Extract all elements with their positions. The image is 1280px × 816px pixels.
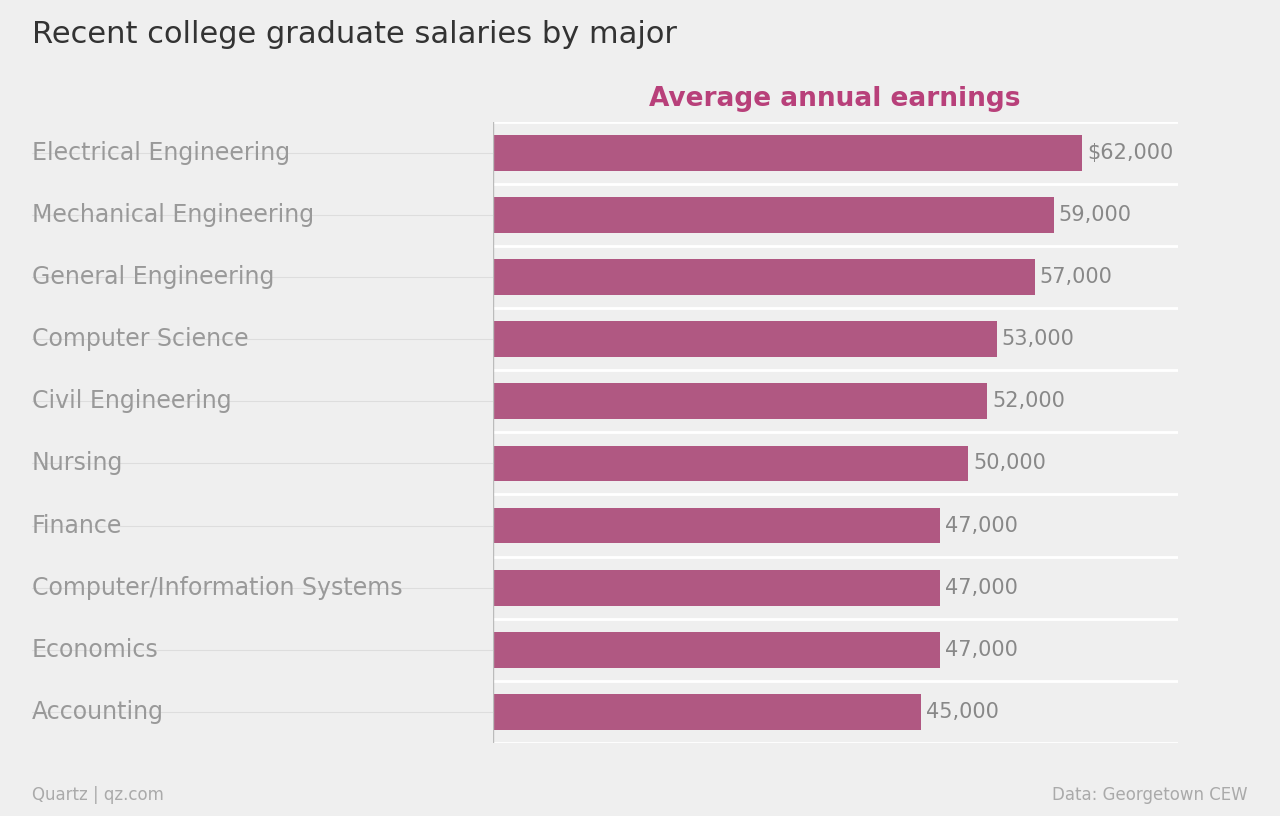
Bar (493, 259, 1036, 295)
Text: 45,000: 45,000 (925, 702, 998, 721)
Text: Computer Science: Computer Science (32, 327, 248, 352)
Text: Mechanical Engineering: Mechanical Engineering (32, 203, 314, 228)
Text: 59,000: 59,000 (1059, 206, 1132, 225)
Text: Electrical Engineering: Electrical Engineering (32, 141, 291, 166)
Text: Accounting: Accounting (32, 699, 164, 724)
Bar (493, 508, 940, 543)
Text: 47,000: 47,000 (945, 516, 1018, 535)
Bar (493, 135, 1083, 171)
Text: Data: Georgetown CEW: Data: Georgetown CEW (1052, 786, 1248, 804)
Bar (493, 322, 997, 357)
Text: 57,000: 57,000 (1039, 268, 1112, 287)
Text: Quartz | qz.com: Quartz | qz.com (32, 786, 164, 804)
Bar (493, 197, 1053, 233)
Text: Recent college graduate salaries by major: Recent college graduate salaries by majo… (32, 20, 677, 50)
Bar (493, 694, 920, 730)
Text: Average annual earnings: Average annual earnings (649, 86, 1021, 112)
Text: General Engineering: General Engineering (32, 265, 274, 290)
Text: 47,000: 47,000 (945, 578, 1018, 597)
Text: $62,000: $62,000 (1087, 144, 1174, 163)
Text: 50,000: 50,000 (973, 454, 1046, 473)
Bar (493, 446, 969, 481)
Text: 52,000: 52,000 (992, 392, 1065, 411)
Bar (493, 384, 987, 419)
Text: 47,000: 47,000 (945, 640, 1018, 659)
Bar (493, 632, 940, 667)
Text: Nursing: Nursing (32, 451, 123, 476)
Text: Computer/Information Systems: Computer/Information Systems (32, 575, 403, 600)
Text: Civil Engineering: Civil Engineering (32, 389, 232, 414)
Text: 53,000: 53,000 (1002, 330, 1074, 349)
Text: Finance: Finance (32, 513, 123, 538)
Bar (493, 570, 940, 605)
Text: Economics: Economics (32, 637, 159, 662)
